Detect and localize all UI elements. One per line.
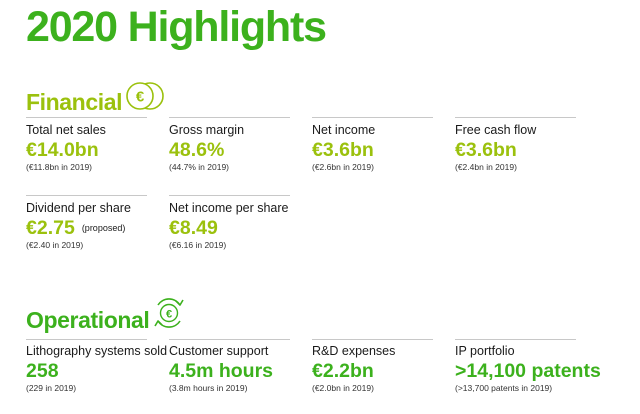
divider — [26, 195, 147, 196]
metric-label: Customer support — [169, 344, 269, 358]
divider — [455, 339, 576, 340]
metric-label: Dividend per share — [26, 201, 131, 215]
metric-value: €2.2bn — [312, 360, 374, 382]
divider — [169, 117, 290, 118]
metric-free-cash-flow: Free cash flow €3.6bn (€2.4bn in 2019) — [455, 123, 595, 173]
metric-previous: (€2.40 in 2019) — [26, 240, 84, 250]
metric-net-income-per-share: Net income per share €8.49 (€6.16 in 201… — [169, 201, 309, 251]
metric-previous: (€2.0bn in 2019) — [312, 383, 374, 393]
metric-ip-portfolio: IP portfolio >14,100 patents (>13,700 pa… — [455, 344, 625, 394]
metric-customer-support: Customer support 4.5m hours (3.8m hours … — [169, 344, 309, 394]
divider — [26, 117, 147, 118]
metric-value: €8.49 — [169, 217, 218, 239]
cycle-euro-icon: € — [154, 298, 184, 328]
metric-previous: (€2.4bn in 2019) — [455, 162, 517, 172]
divider — [169, 195, 290, 196]
page-title: 2020 Highlights — [26, 3, 327, 51]
metric-label: IP portfolio — [455, 344, 515, 358]
financial-heading: Financial — [26, 89, 123, 115]
metric-value: €14.0bn — [26, 139, 99, 161]
metric-value: €2.75 — [26, 217, 75, 239]
metric-label: R&D expenses — [312, 344, 396, 358]
divider — [312, 117, 433, 118]
metric-label: Net income per share — [169, 201, 289, 215]
metric-label: Total net sales — [26, 123, 106, 137]
metric-label: Net income — [312, 123, 376, 137]
metric-previous: (44.7% in 2019) — [169, 162, 230, 172]
metric-total-net-sales: Total net sales €14.0bn (€11.8bn in 2019… — [26, 123, 166, 173]
metric-value: €3.6bn — [312, 139, 374, 161]
metric-value-row: €2.75 (proposed) — [26, 217, 166, 239]
operational-heading: Operational — [26, 307, 150, 333]
metric-previous: (€6.16 in 2019) — [169, 240, 227, 250]
metric-previous: (3.8m hours in 2019) — [169, 383, 248, 393]
divider — [26, 339, 147, 340]
metric-value: €3.6bn — [455, 139, 517, 161]
metric-dividend-per-share: Dividend per share €2.75 (proposed) (€2.4… — [26, 201, 166, 251]
metric-net-income: Net income €3.6bn (€2.6bn in 2019) — [312, 123, 452, 173]
euro-coins-icon: € — [126, 82, 164, 110]
metric-previous: (€2.6bn in 2019) — [312, 162, 374, 172]
metric-value: 4.5m hours — [169, 360, 274, 382]
divider — [312, 339, 433, 340]
metric-previous: (€11.8bn in 2019) — [26, 162, 93, 172]
divider — [169, 339, 290, 340]
svg-text:€: € — [136, 89, 145, 106]
metric-lithography-systems-sold: Lithography systems sold 258 (229 in 201… — [26, 344, 168, 394]
metric-label: Lithography systems sold — [26, 344, 168, 358]
metric-note: (proposed) — [81, 223, 126, 233]
divider — [455, 117, 576, 118]
metric-label: Gross margin — [169, 123, 245, 137]
metric-previous: (229 in 2019) — [26, 383, 77, 393]
metric-label: Free cash flow — [455, 123, 537, 137]
metric-previous: (>13,700 patents in 2019) — [455, 383, 553, 393]
svg-text:€: € — [166, 309, 172, 321]
metric-gross-margin: Gross margin 48.6% (44.7% in 2019) — [169, 123, 309, 173]
metric-value: >14,100 patents — [455, 360, 601, 382]
metric-value: 258 — [26, 360, 59, 382]
metric-rd-expenses: R&D expenses €2.2bn (€2.0bn in 2019) — [312, 344, 452, 394]
metric-value: 48.6% — [169, 139, 225, 161]
